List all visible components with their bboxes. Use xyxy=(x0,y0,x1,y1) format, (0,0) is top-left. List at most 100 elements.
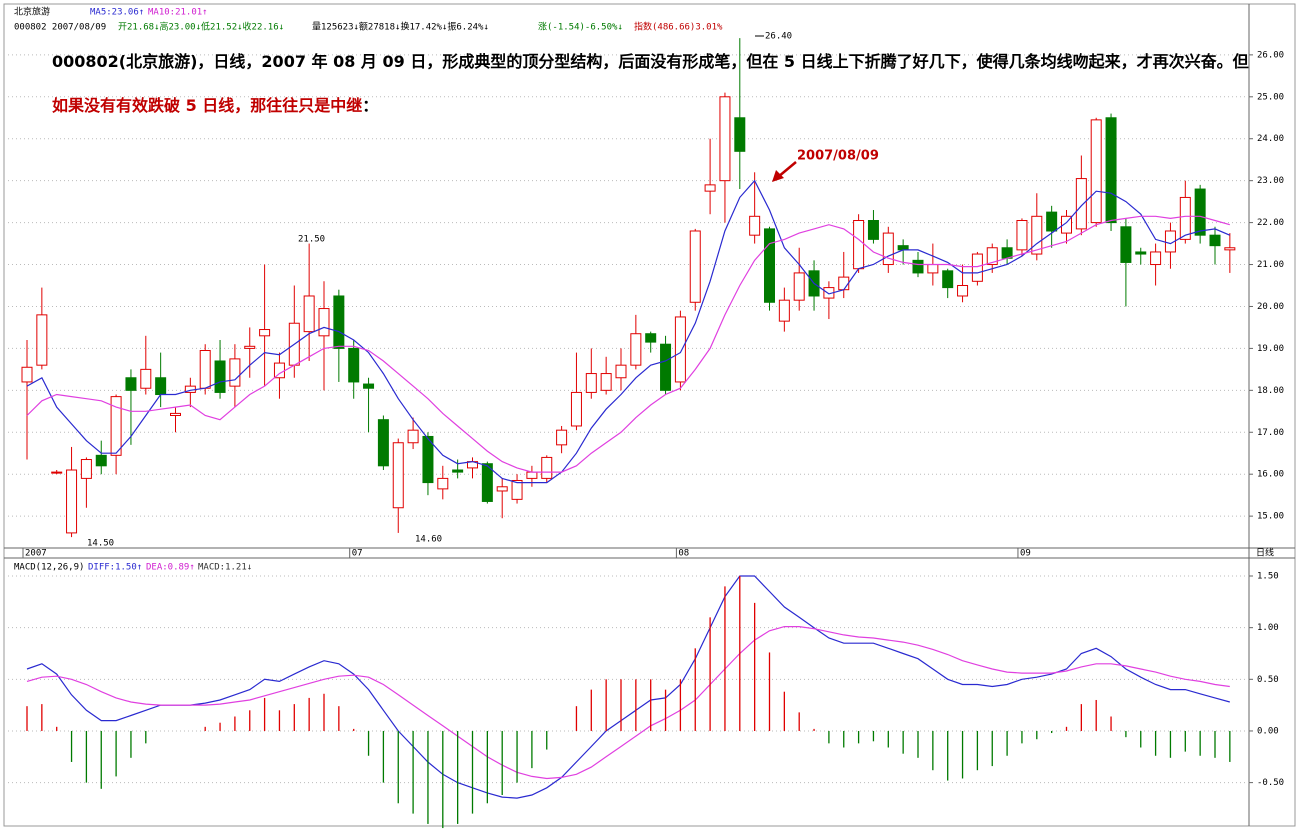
annotation: 14.50 xyxy=(87,539,114,549)
candle-body xyxy=(140,368,152,389)
x-tick-label: 09 xyxy=(1020,549,1031,559)
candle-body xyxy=(318,308,330,337)
candle-body xyxy=(704,184,716,192)
macd-line xyxy=(26,626,1230,780)
candle-body xyxy=(1075,178,1087,230)
candle-body xyxy=(1105,117,1117,224)
y-tick-label: 1.50 xyxy=(1257,572,1279,582)
candle-body xyxy=(734,117,746,152)
candle-body xyxy=(1120,226,1132,263)
candle-body xyxy=(199,349,211,389)
note-text: 000802(北京旅游)，日线，2007 年 08 月 09 日，形成典型的顶分… xyxy=(52,52,1249,71)
candle-body xyxy=(437,477,449,490)
candle-body xyxy=(244,345,256,349)
candle-body xyxy=(867,220,879,240)
candle-body xyxy=(496,486,508,492)
candle-body xyxy=(541,456,553,479)
candle-body xyxy=(511,479,523,500)
y-tick-label: 21.00 xyxy=(1257,260,1284,270)
quote-prices: 开21.68↓高23.00↓低21.52↓收22.16↓ xyxy=(118,21,284,33)
y-tick-label: 26.00 xyxy=(1257,50,1284,60)
candle-body xyxy=(1031,215,1043,255)
candle-body xyxy=(1090,119,1102,224)
annotation: 21.50 xyxy=(298,235,325,245)
candle-body xyxy=(66,469,78,534)
candle-body xyxy=(1150,251,1162,266)
ma-line xyxy=(26,179,1231,484)
y-tick-label: 0.00 xyxy=(1257,726,1279,736)
candle-body xyxy=(615,364,627,379)
candle-body xyxy=(422,435,434,484)
candle-body xyxy=(793,272,805,301)
annotation-note: 000802(北京旅游)，日线，2007 年 08 月 09 日，形成典型的顶分… xyxy=(52,40,1252,128)
quote-volume: 量125623↓额27818↓换17.42%↓振6.24%↓ xyxy=(312,21,489,33)
candle-body xyxy=(600,373,612,391)
candle-body xyxy=(971,253,983,282)
candle-body xyxy=(749,215,761,236)
candle-body xyxy=(125,377,137,391)
quote-change: 涨(-1.54)-6.50%↓ xyxy=(538,22,623,33)
candle-body xyxy=(155,377,167,396)
candle-body xyxy=(882,232,894,266)
candle-body xyxy=(764,228,775,303)
candle-body xyxy=(660,343,672,391)
candle-body xyxy=(1135,251,1147,255)
annotation: 14.60 xyxy=(415,535,442,545)
candle-body xyxy=(1046,211,1058,232)
note-highlight: 如果没有有效跌破 5 日线，那往往只是中继 xyxy=(52,96,363,115)
candle-body xyxy=(853,220,865,270)
y-tick-label: 15.00 xyxy=(1257,512,1284,522)
candle-body xyxy=(377,419,389,467)
frame xyxy=(3,3,1296,827)
y-tick-label: 0.50 xyxy=(1257,675,1279,685)
candle-body xyxy=(689,230,701,303)
legend-entry: DIFF:1.50↑ xyxy=(88,563,142,573)
candle-body xyxy=(407,429,419,444)
y-tick-label: 1.00 xyxy=(1257,623,1279,633)
candle-body xyxy=(778,299,790,322)
candle-body xyxy=(570,391,582,427)
candle-body xyxy=(942,270,954,289)
candle-body xyxy=(170,412,181,416)
candle-body xyxy=(392,442,404,509)
candle-body xyxy=(1194,188,1206,236)
candle-body xyxy=(110,396,122,456)
candle-body xyxy=(719,96,731,182)
candle-body xyxy=(897,245,909,251)
candle-body xyxy=(348,347,360,383)
candle-body xyxy=(303,295,315,333)
candle-body xyxy=(674,316,686,383)
annotation: 2007/08/09 xyxy=(797,149,879,164)
candle-body xyxy=(452,469,464,473)
candle-body xyxy=(838,276,850,291)
y-tick-label: 18.00 xyxy=(1257,386,1284,396)
x-tick-label: 07 xyxy=(352,549,363,559)
y-tick-label: 23.00 xyxy=(1257,176,1284,186)
candle-body xyxy=(481,463,493,502)
quote-index: 指数(486.66)3.01% xyxy=(634,21,723,33)
candle-body xyxy=(1209,234,1221,247)
candle-body xyxy=(1179,196,1191,240)
y-tick-label: 17.00 xyxy=(1257,428,1284,438)
note-text: ： xyxy=(362,96,379,115)
candle-body xyxy=(526,471,538,479)
candle-body xyxy=(273,362,285,379)
stock-name: 北京旅游 xyxy=(14,6,50,18)
legend-entry: DEA:0.89↑ xyxy=(146,563,195,573)
macd-title: MACD(12,26,9) xyxy=(14,563,84,573)
y-tick-label: -0.50 xyxy=(1257,778,1284,788)
quote-id: 000802 2007/08/09 xyxy=(14,23,106,33)
candle-body xyxy=(363,383,375,389)
candle-body xyxy=(229,358,241,387)
candle-body xyxy=(51,471,63,474)
annotation: 26.40 xyxy=(765,32,792,42)
ma-line xyxy=(26,215,1230,473)
y-tick-label: 19.00 xyxy=(1257,344,1284,354)
candle-body xyxy=(1224,247,1236,251)
candle-body xyxy=(259,329,271,337)
y-tick-label: 22.00 xyxy=(1257,218,1284,228)
y-tick-label: 25.00 xyxy=(1257,92,1284,102)
candle-body xyxy=(36,314,48,366)
candle-body xyxy=(556,429,568,446)
